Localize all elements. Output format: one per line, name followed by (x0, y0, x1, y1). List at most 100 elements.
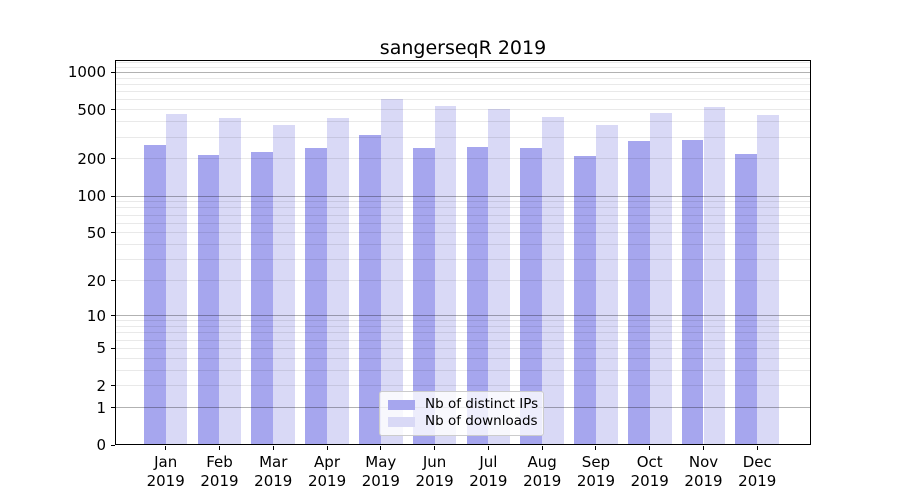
y-tick-mark (111, 444, 115, 446)
gridline-minor (115, 121, 811, 123)
gridline-minor (115, 339, 811, 341)
x-tick-label: Jun 2019 (415, 453, 454, 490)
y-tick-mark (111, 195, 115, 197)
bar-distinct-ips (197, 155, 220, 445)
bar-downloads (649, 113, 672, 445)
bar-downloads (595, 125, 618, 445)
x-tick-label: Aug 2019 (523, 453, 562, 490)
gridline-minor (115, 232, 811, 234)
plot-area: Nb of distinct IPs Nb of downloads (115, 60, 811, 445)
bar-distinct-ips (466, 146, 489, 445)
x-tick-label: Jan 2019 (146, 453, 185, 490)
bar-downloads (488, 109, 511, 445)
gridline-minor (115, 207, 811, 209)
bar-downloads (327, 117, 349, 445)
x-tick-mark (703, 446, 704, 450)
bar-distinct-ips (627, 141, 650, 445)
gridline-minor (115, 66, 811, 68)
gridline-minor (115, 259, 811, 261)
bar-distinct-ips (412, 148, 435, 445)
x-tick-label: Oct 2019 (630, 453, 669, 490)
bar-downloads (273, 125, 296, 445)
y-tick-label: 500 (77, 100, 106, 119)
x-tick-mark (487, 446, 489, 450)
x-tick-label: May 2019 (361, 453, 400, 490)
gridline-minor (115, 109, 811, 111)
legend-label-downloads: Nb of downloads (425, 413, 538, 430)
x-tick-mark (595, 446, 597, 450)
legend-item-distinct-ips: Nb of distinct IPs (388, 396, 539, 413)
gridline-minor (115, 83, 811, 85)
gridline-major (115, 71, 811, 73)
gridline-minor (115, 280, 811, 282)
gridline-minor (115, 332, 811, 334)
bar-downloads (165, 113, 188, 445)
gridline-minor (115, 214, 811, 216)
gridline-minor (115, 325, 811, 327)
gridline-minor (115, 369, 811, 371)
bars-layer (115, 60, 811, 445)
x-tick-mark (165, 446, 167, 450)
x-tick-mark (541, 446, 543, 450)
bar-downloads (219, 118, 242, 445)
legend-item-downloads: Nb of downloads (388, 413, 538, 430)
y-tick-label: 1 (96, 398, 106, 417)
y-tick-label: 10 (86, 306, 106, 325)
gridline-major (115, 315, 811, 317)
y-tick-label: 50 (86, 223, 106, 242)
grid-layer (115, 60, 811, 445)
gridline-major (115, 195, 811, 197)
x-tick-mark (272, 446, 274, 450)
y-tick-mark (111, 158, 115, 160)
gridline-minor (115, 385, 811, 387)
bar-distinct-ips (305, 147, 328, 445)
bar-distinct-ips (520, 147, 543, 445)
bar-distinct-ips (359, 135, 381, 445)
gridline-minor (115, 201, 811, 203)
bar-downloads (757, 115, 780, 445)
legend: Nb of distinct IPs Nb of downloads (379, 391, 544, 436)
bar-downloads (380, 99, 403, 445)
y-tick-mark (111, 315, 115, 317)
gridline-minor (115, 91, 811, 93)
y-tick-mark (111, 71, 115, 73)
bar-distinct-ips (574, 155, 596, 445)
gridline-minor (115, 347, 811, 349)
bar-distinct-ips (143, 144, 166, 445)
gridline-minor (115, 357, 811, 359)
y-tick-mark (111, 232, 115, 234)
gridline-minor (115, 244, 811, 246)
y-tick-label: 1000 (67, 63, 106, 82)
x-tick-label: Apr 2019 (307, 453, 347, 490)
gridline-minor (115, 77, 811, 79)
y-tick-label: 20 (86, 271, 106, 290)
y-tick-mark (111, 347, 115, 349)
x-tick-label: Sep 2019 (576, 453, 616, 490)
x-tick-mark (326, 446, 328, 450)
y-tick-label: 0 (96, 436, 106, 454)
gridline-minor (115, 136, 811, 138)
legend-label-distinct-ips: Nb of distinct IPs (425, 396, 539, 413)
legend-swatch-downloads-icon (388, 417, 415, 427)
bar-downloads (434, 106, 457, 445)
x-tick-label: Dec 2019 (738, 453, 777, 490)
y-tick-mark (111, 407, 115, 409)
y-tick-mark (111, 280, 115, 282)
y-tick-label: 200 (77, 149, 106, 168)
gridline-minor (115, 222, 811, 224)
y-tick-label: 5 (96, 339, 106, 358)
gridline-minor (115, 158, 811, 160)
legend-swatch-distinct-ips-icon (388, 400, 415, 410)
x-tick-mark (434, 446, 436, 450)
y-tick-label: 100 (77, 187, 106, 206)
y-tick-mark (111, 385, 115, 387)
bar-distinct-ips (735, 154, 758, 445)
x-tick-mark (380, 446, 382, 450)
gridline-minor (115, 320, 811, 322)
x-tick-mark (218, 446, 220, 450)
x-tick-label: Mar 2019 (254, 453, 293, 490)
x-tick-label: Jul 2019 (469, 453, 508, 490)
x-tick-mark (649, 446, 651, 450)
x-tick-mark (756, 446, 758, 450)
